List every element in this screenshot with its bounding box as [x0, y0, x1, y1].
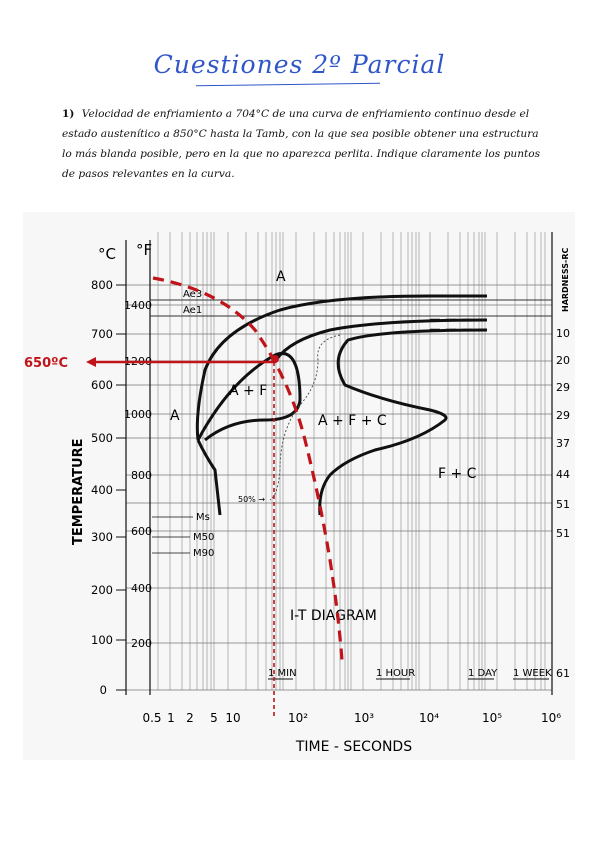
f-tick-1000: 1000: [124, 408, 152, 421]
t-tick-10: 10: [225, 711, 240, 725]
martensite-labels: Ms M50 M90: [193, 512, 214, 559]
hardness-label: HARDNESS-RC: [561, 248, 570, 312]
marker-1-min: 1 MIN: [268, 668, 297, 679]
diagram-title: I-T DIAGRAM: [290, 608, 377, 624]
martensite-arrows: [152, 516, 193, 554]
question-block: 1) Velocidad de enfriamiento a 704°C de …: [62, 104, 548, 184]
phase-labels: A A A + F A + F + C F + C: [170, 269, 477, 482]
c-tick-500: 500: [91, 431, 113, 445]
question-text: Velocidad de enfriamiento a 704°C de una…: [62, 108, 541, 180]
c-tick-0: 0: [100, 683, 107, 697]
ae3-label: Ae3: [183, 289, 202, 300]
marker-1-day: 1 DAY: [468, 668, 498, 679]
f-tick-400: 400: [131, 582, 152, 595]
c-tick-300: 300: [91, 530, 113, 544]
transformation-curves: [195, 294, 488, 516]
hardness-tick-labels: 10 20 29 29 37 44 51 51 61: [556, 327, 570, 680]
t-tick-100000: 10⁵: [482, 711, 502, 725]
c-tick-600: 600: [91, 378, 113, 392]
t-tick-100: 10²: [288, 711, 308, 725]
f-tick-600: 600: [131, 525, 152, 538]
t-tick-1000: 10³: [354, 711, 374, 725]
phase-f-plus-c: F + C: [438, 466, 477, 482]
hrc-51a: 51: [556, 498, 570, 511]
t-tick-1: 1: [167, 711, 175, 725]
dashed-upper-curves: [430, 294, 487, 332]
diagram-panel: [23, 212, 575, 760]
temperature-650-arrowhead: [86, 357, 96, 367]
hrc-20: 20: [556, 354, 570, 367]
celsius-ticks: [116, 284, 126, 691]
f-tick-800: 800: [131, 469, 152, 482]
fahrenheit-tick-labels: 1400 1200 1000 800 600 400 200: [124, 299, 152, 650]
hrc-29a: 29: [556, 381, 570, 394]
y-axis-label: TEMPERATURE: [71, 439, 86, 545]
c-tick-100: 100: [91, 633, 113, 647]
ms-label: Ms: [196, 512, 210, 523]
hrc-29b: 29: [556, 409, 570, 422]
hrc-51b: 51: [556, 527, 570, 540]
hrc-10: 10: [556, 327, 570, 340]
hrc-37: 37: [556, 437, 570, 450]
c-tick-700: 700: [91, 327, 113, 341]
time-tick-labels: 0.5 1 2 5 10 10² 10³ 10⁴ 10⁵ 10⁶: [142, 711, 561, 725]
c-tick-800: 800: [91, 278, 113, 292]
x-axis-label: TIME - SECONDS: [295, 739, 412, 755]
question-number: 1): [62, 108, 75, 120]
page-title: Cuestiones 2º Parcial: [153, 50, 446, 79]
phase-a-top: A: [276, 269, 286, 285]
celsius-tick-labels: 800 700 600 500 400 300 200 100 0: [91, 278, 113, 697]
celsius-unit: °C: [98, 245, 116, 263]
fifty-percent-label: 50% →: [238, 495, 265, 504]
marker-1-hour: 1 HOUR: [376, 668, 415, 679]
marker-1-week: 1 WEEK: [513, 668, 552, 679]
c-tick-400: 400: [91, 483, 113, 497]
tangent-point: [271, 355, 279, 363]
cooling-curve: [152, 276, 344, 661]
m50-label: M50: [193, 532, 214, 543]
hrc-61: 61: [556, 667, 570, 680]
fahrenheit-unit: °F: [136, 241, 152, 259]
fifty-percent-curve: [269, 334, 341, 501]
phase-a-plus-f: A + F: [229, 383, 267, 399]
label-650c: 650ºC: [24, 356, 68, 371]
t-tick-5: 5: [210, 711, 218, 725]
t-tick-0-5: 0.5: [142, 711, 161, 725]
phase-a-left: A: [170, 408, 180, 424]
t-tick-2: 2: [186, 711, 194, 725]
c-tick-200: 200: [91, 583, 113, 597]
f-tick-1400: 1400: [124, 299, 152, 312]
ae1-label: Ae1: [183, 305, 202, 316]
m90-label: M90: [193, 548, 214, 559]
phase-a-plus-f-plus-c: A + F + C: [318, 413, 387, 429]
f-tick-200: 200: [131, 637, 152, 650]
t-tick-10000: 10⁴: [419, 711, 439, 725]
t-tick-1000000: 10⁶: [541, 711, 561, 725]
hrc-44: 44: [556, 468, 570, 481]
time-markers: 1 MIN 1 HOUR 1 DAY 1 WEEK: [268, 668, 552, 679]
